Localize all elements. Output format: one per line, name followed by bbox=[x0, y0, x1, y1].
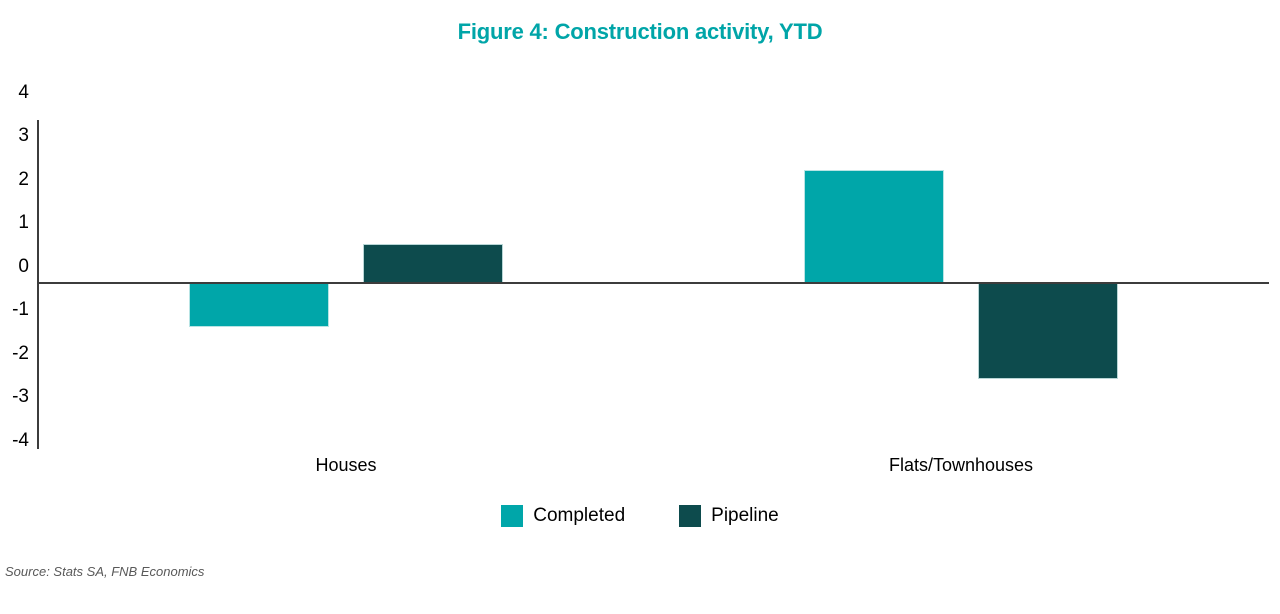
legend-label-pipeline: Pipeline bbox=[711, 505, 779, 526]
y-tick-label: 0 bbox=[18, 255, 29, 277]
legend-swatch-pipeline bbox=[679, 505, 702, 527]
y-tick-label: 2 bbox=[18, 168, 29, 190]
legend: Completed Pipeline bbox=[0, 504, 1280, 528]
y-tick-label: -4 bbox=[12, 429, 29, 451]
y-tick-label: -2 bbox=[12, 342, 29, 364]
category-label-flats-townhouses: Flats/Townhouses bbox=[888, 455, 1034, 475]
category-label-houses: Houses bbox=[315, 455, 377, 475]
bar-completed-flats-townhouses bbox=[804, 169, 944, 283]
bar-pipeline-flats-townhouses bbox=[978, 283, 1118, 379]
legend-swatch-completed bbox=[501, 505, 524, 527]
legend-label-completed: Completed bbox=[533, 505, 626, 526]
y-tick-label: 3 bbox=[18, 125, 29, 146]
y-tick-label: -3 bbox=[12, 386, 29, 407]
y-tick-label: 1 bbox=[18, 212, 29, 233]
y-tick-label: 4 bbox=[18, 81, 29, 103]
y-axis-line bbox=[37, 120, 39, 449]
chart-title: Figure 4: Construction activity, YTD bbox=[457, 19, 823, 44]
y-tick-label: -1 bbox=[12, 299, 29, 320]
bar-completed-houses bbox=[189, 283, 329, 327]
zero-baseline bbox=[37, 282, 1269, 284]
source-note: Source: Stats SA, FNB Economics bbox=[5, 564, 205, 579]
legend-item-pipeline: Pipeline bbox=[679, 504, 779, 528]
bar-pipeline-houses bbox=[363, 243, 503, 283]
legend-item-completed: Completed bbox=[501, 504, 625, 528]
